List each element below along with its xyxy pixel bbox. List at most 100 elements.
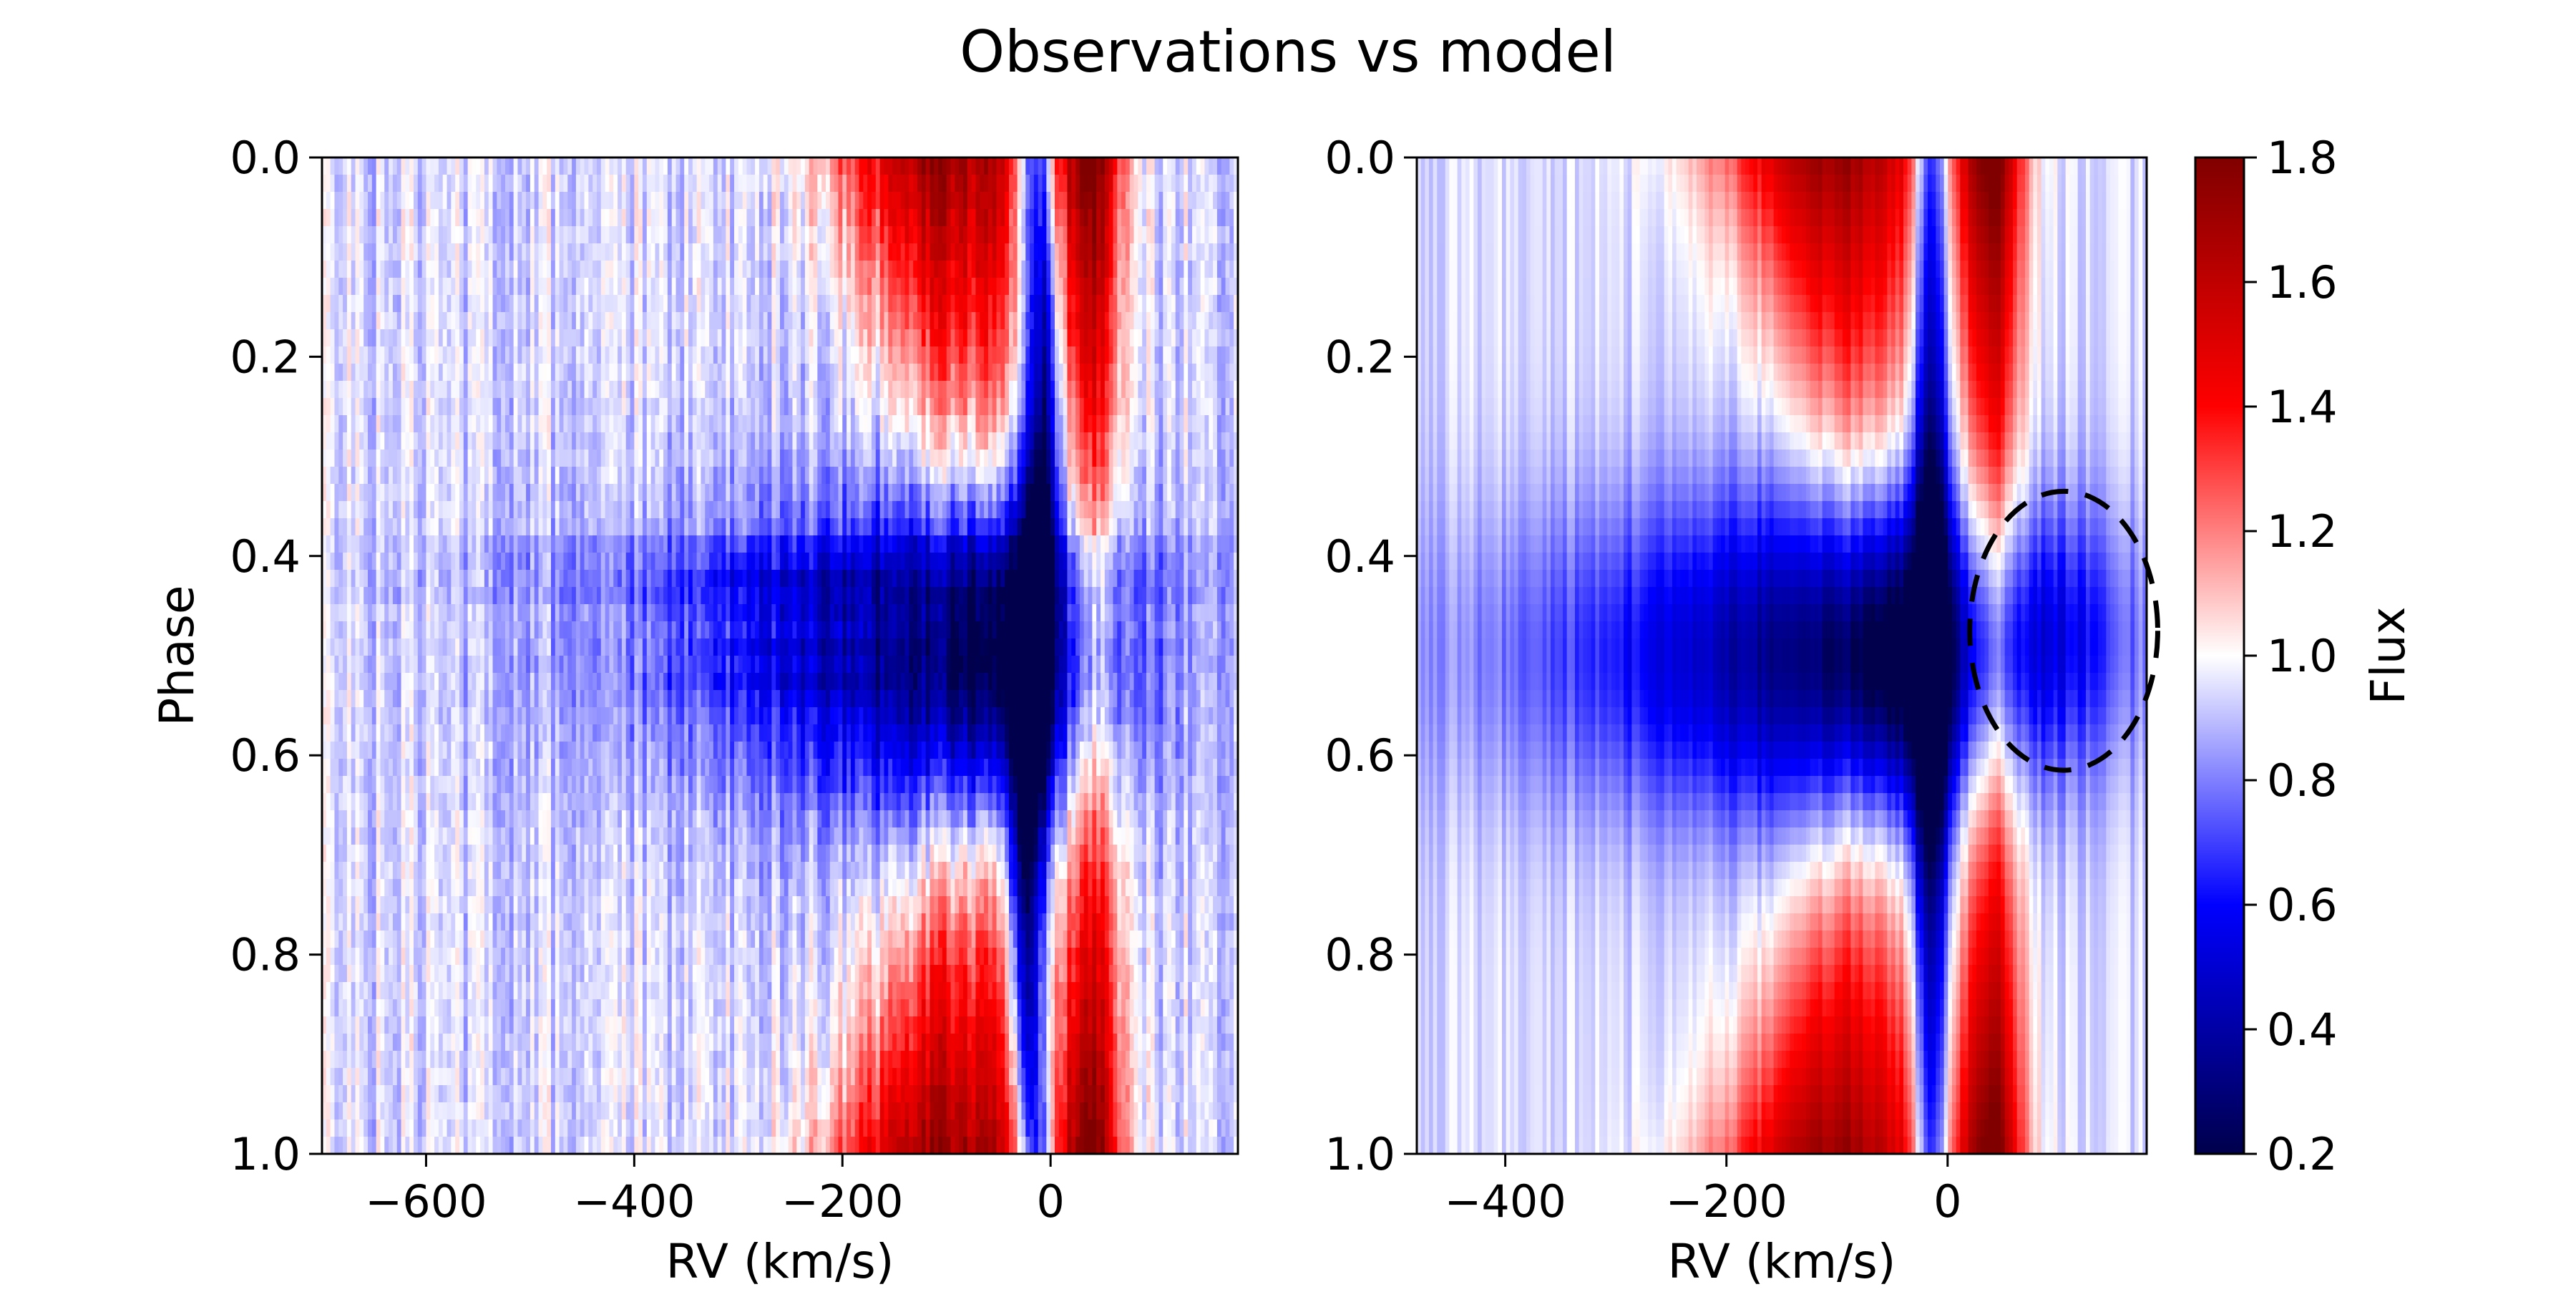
heat-cell	[738, 295, 743, 313]
heat-cell	[842, 209, 847, 227]
heat-cell	[530, 278, 535, 296]
heat-cell	[755, 432, 760, 450]
heat-cell	[1154, 261, 1160, 278]
heat-cell	[1200, 329, 1206, 347]
heat-cell	[1138, 415, 1143, 433]
heat-cell	[1088, 415, 1093, 433]
heat-cell	[667, 226, 673, 244]
heat-cell	[1216, 501, 1222, 519]
heat-cell	[955, 157, 960, 175]
heat-cell	[780, 415, 785, 433]
heat-cell	[980, 364, 985, 382]
heat-cell	[559, 346, 565, 364]
heat-cell	[847, 381, 852, 399]
heat-cell	[771, 175, 776, 193]
heat-cell	[538, 312, 543, 330]
heat-cell	[1225, 175, 1230, 193]
heat-cell	[867, 175, 872, 193]
heat-cell	[371, 243, 377, 261]
heat-cell	[904, 364, 909, 382]
heat-cell	[618, 243, 623, 261]
heat-cell	[463, 278, 469, 296]
heat-cell	[1146, 329, 1151, 347]
heat-cell	[484, 192, 489, 210]
heat-cell	[1108, 432, 1114, 450]
heat-cell	[542, 157, 547, 175]
heat-cell	[355, 518, 360, 536]
heat-cell	[680, 381, 685, 399]
heat-cell	[501, 381, 506, 399]
heat-cell	[659, 381, 664, 399]
heat-cell	[1204, 364, 1209, 382]
heat-cell	[572, 501, 577, 519]
heat-cell	[1125, 157, 1131, 175]
heat-cell	[763, 261, 769, 278]
heat-cell	[987, 157, 993, 175]
heat-cell	[975, 329, 980, 347]
heat-cell	[1113, 261, 1118, 278]
heat-cell	[401, 209, 406, 227]
heat-cell	[680, 415, 685, 433]
heat-cell	[338, 329, 343, 347]
heat-cell	[834, 295, 839, 313]
heat-cell	[472, 484, 477, 502]
heat-cell	[863, 312, 868, 330]
heat-cell	[559, 226, 565, 244]
heat-cell	[630, 364, 635, 382]
heat-cell	[1133, 467, 1138, 485]
heat-cell	[1055, 192, 1060, 210]
heat-cell	[1142, 518, 1147, 536]
heat-cell	[605, 346, 610, 364]
heat-cell	[480, 312, 485, 330]
heat-cell	[892, 432, 897, 450]
heat-cell	[755, 175, 760, 193]
heat-cell	[492, 398, 497, 416]
heat-cell	[1154, 381, 1160, 399]
heat-cell	[1133, 209, 1138, 227]
heat-cell	[1042, 157, 1047, 175]
heat-cell	[663, 535, 668, 553]
heat-cell	[1104, 364, 1110, 382]
heat-cell	[1196, 261, 1201, 278]
heat-cell	[967, 467, 972, 485]
heat-cell	[563, 364, 568, 382]
heat-cell	[1171, 192, 1176, 210]
heat-cell	[584, 243, 589, 261]
heat-cell	[971, 192, 977, 210]
heat-cell	[421, 346, 427, 364]
heat-cell	[1017, 329, 1023, 347]
heat-cell	[738, 364, 743, 382]
heat-cell	[950, 415, 955, 433]
heat-cell	[467, 398, 473, 416]
heat-cell	[900, 450, 906, 467]
heat-cell	[992, 312, 997, 330]
heat-cell	[872, 398, 877, 416]
heat-cell	[826, 278, 831, 296]
heat-cell	[613, 209, 618, 227]
heat-cell	[401, 192, 406, 210]
heat-cell	[1005, 243, 1010, 261]
heat-cell	[463, 450, 469, 467]
heat-cell	[580, 501, 585, 519]
heat-cell	[705, 432, 710, 450]
heat-cell	[613, 175, 618, 193]
heat-cell	[1225, 278, 1230, 296]
heat-cell	[1204, 432, 1209, 450]
heat-cell	[1013, 192, 1018, 210]
heat-cell	[1229, 329, 1234, 347]
heat-cell	[650, 364, 656, 382]
heat-cell	[501, 209, 506, 227]
heat-cell	[896, 467, 902, 485]
heat-cell	[934, 261, 939, 278]
heat-cell	[1113, 381, 1118, 399]
heat-cell	[738, 346, 743, 364]
heat-cell	[551, 415, 556, 433]
heat-cell	[592, 381, 597, 399]
heat-cell	[746, 192, 751, 210]
heat-cell	[417, 535, 423, 553]
heat-cell	[542, 450, 547, 467]
heat-cell	[767, 450, 772, 467]
heat-cell	[1104, 484, 1110, 502]
heat-cell	[542, 243, 547, 261]
heat-cell	[796, 398, 801, 416]
